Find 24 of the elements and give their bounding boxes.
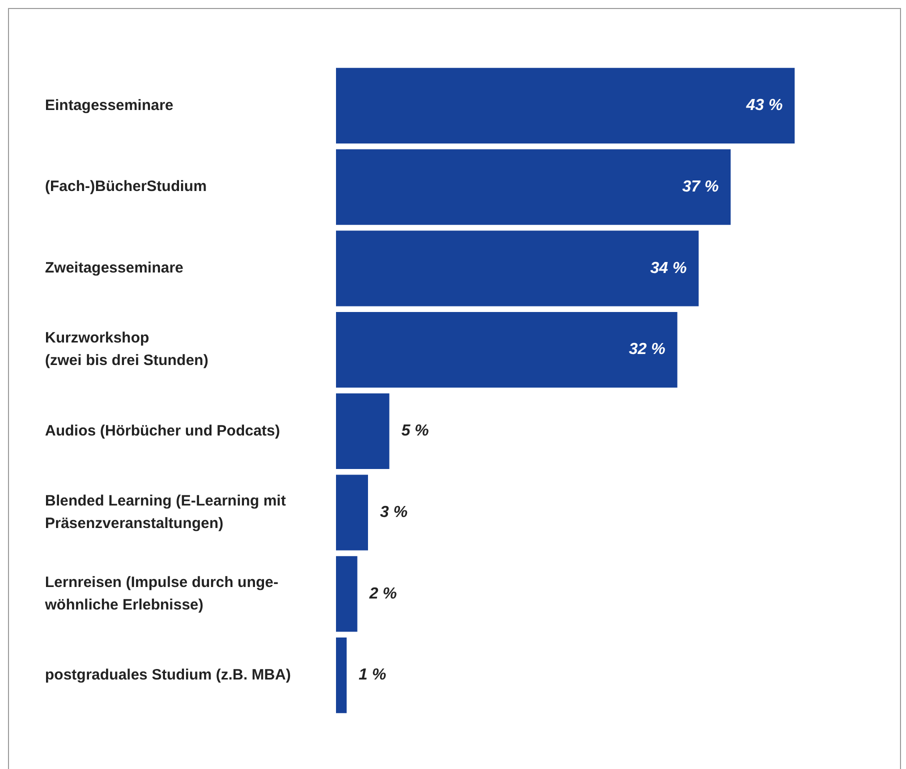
y-tick-label: (Fach-)BücherStudium — [45, 178, 207, 196]
bar — [336, 312, 678, 388]
data-label: 37 % — [682, 178, 719, 196]
data-label: 2 % — [368, 585, 397, 602]
bar — [336, 393, 390, 470]
y-tick-label: Lernreisen (Impulse durch unge- wöhnliche Erlebnisse) — [44, 574, 278, 614]
data-label: 43 % — [745, 97, 783, 114]
y-tick-label: Kurzworkshop (zwei bis drei Stunden) — [45, 330, 208, 370]
y-tick-label: Eintagesseminare — [45, 96, 174, 114]
data-label: 34 % — [650, 260, 687, 277]
data-label: 1 % — [358, 666, 386, 684]
bar — [336, 556, 358, 632]
y-tick-label: Audios (Hörbücher und Podcats) — [45, 422, 280, 440]
y-tick-label: Blended Learning (E-Learning mit Präsenzveranstaltungen) — [45, 492, 286, 532]
data-label: 5 % — [401, 422, 429, 440]
data-label: 32 % — [628, 341, 666, 358]
data-label: 3 % — [380, 504, 408, 521]
bar — [336, 474, 368, 550]
y-tick-label: postgraduales Studium (z.B. MBA) — [45, 666, 291, 684]
y-tick-label: Zweitagesseminare — [45, 260, 184, 277]
bar — [336, 637, 347, 714]
bar — [336, 230, 699, 306]
bar — [336, 68, 795, 144]
bar — [336, 149, 731, 225]
